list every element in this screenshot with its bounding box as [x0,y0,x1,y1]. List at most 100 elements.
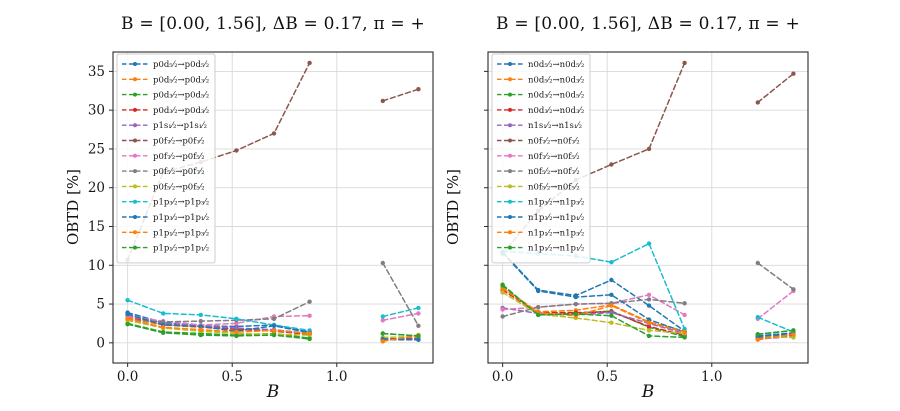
data-point-marker [125,298,130,303]
legend-label: p0f₅⁄₂→p0f₅⁄₂ [153,182,205,192]
data-point-marker [646,303,652,308]
x-tick-label: 0.0 [117,369,138,385]
x-tick-label: 0.0 [492,369,513,385]
data-point-marker [380,331,385,336]
series-line [382,262,420,327]
data-point-marker [791,328,796,333]
x-tick-label: 0.5 [596,369,617,385]
data-point-marker [755,315,760,320]
legend-marker [508,138,512,143]
x-tick-label: 0.5 [221,369,242,385]
series-line [382,312,420,322]
data-point-marker [573,311,578,317]
data-point-marker [307,299,312,304]
data-point-marker [125,311,130,317]
series-line [126,319,311,336]
data-point-marker [198,318,203,324]
series-line [757,262,795,291]
legend-item: p0d₃⁄₂→p0d₃⁄₂ [122,106,209,116]
data-point-marker [380,314,385,319]
legend-item: n0f₇⁄₂→n0f₇⁄₂ [497,137,580,147]
data-point-marker [609,277,614,283]
data-point-marker [161,330,166,335]
data-point-marker [646,328,652,333]
legend-label: p1p₁⁄₂→p1p₁⁄₂ [153,244,209,254]
legend-marker [508,123,512,128]
legend-item: p1p₁⁄₂→p1p₁⁄₂ [122,244,209,254]
data-point-marker [271,328,277,333]
series-line [501,291,686,335]
axes-frame [112,51,434,364]
tick-labels: 0.0 0.5 1.0 0 5 10 15 20 25 30 35 [88,64,348,385]
legend-item: n0d₃⁄₂→n0d₃⁄₂ [497,106,584,116]
legend-item: p0f₅⁄₂→p0f₇⁄₂ [122,167,205,177]
data-point-marker [573,294,578,300]
data-point-marker [755,332,760,337]
legend-marker [133,215,137,219]
legend-label: n1p₁⁄₂→n1p₃⁄₂ [528,228,584,238]
series-line [126,62,311,261]
legend-label: p1p₁⁄₂→p1p₃⁄₂ [153,228,209,238]
data-point-marker [609,292,614,297]
data-point-marker [500,286,505,291]
legend-label: n1s₁⁄₂→n1s₁⁄₂ [528,121,582,131]
legend: p0d₅⁄₂→p0d₅⁄₂ p0d₅⁄₂→p0d₃⁄₂ p0d₃⁄₂→p0d₅⁄₂ p… [116,53,216,264]
series-line [382,334,420,343]
data-point-marker [791,287,796,292]
data-point-marker [161,319,166,325]
legend-item: p1s₁⁄₂→p1s₁⁄₂ [122,121,207,131]
series-line [382,332,420,337]
data-point-marker [609,303,614,308]
series-line [382,307,420,318]
legend-label: p0d₃⁄₂→p0d₃⁄₂ [153,106,209,116]
legend-label: n0f₇⁄₂→n0f₅⁄₂ [528,152,580,162]
data-point-marker [416,333,421,339]
data-point-marker [646,320,652,325]
legend-marker [133,123,137,128]
data-point-marker [307,313,312,318]
y-tick-label: 20 [88,180,105,196]
data-point-marker [682,326,687,332]
data-point-marker [609,320,614,325]
legend-marker [508,62,512,66]
legend-item: p1p₃⁄₂→p1p₁⁄₂ [122,213,209,223]
data-point-marker [307,331,312,336]
legend-label: n1p₁⁄₂→n1p₁⁄₂ [528,244,584,254]
data-point-marker [755,337,760,342]
series-12 [125,322,421,342]
legend-item: p0d₅⁄₂→p0d₅⁄₂ [122,60,209,70]
right-plot-title: B = [0.00, 1.56], ΔB = 0.17, π = + [496,14,800,34]
y-tick-label: 15 [88,219,105,235]
data-point-marker [271,316,277,321]
legend-label: n0f₅⁄₂→n0f₇⁄₂ [528,167,580,177]
legend-item: n0d₅⁄₂→n0d₃⁄₂ [497,75,584,85]
data-point-marker [271,332,277,338]
series-line [501,287,686,333]
axis-ticks [484,70,713,367]
legend-marker [133,184,137,189]
legend-item: p0f₅⁄₂→p0f₅⁄₂ [122,182,205,192]
legend-marker [508,215,512,219]
series-line [757,316,795,333]
legend-item: n0f₅⁄₂→n0f₅⁄₂ [497,182,580,192]
legend-label: n0d₃⁄₂→n0d₅⁄₂ [528,91,584,101]
data-point-marker [609,162,614,167]
data-point-marker [682,329,687,335]
data-point-marker [234,321,239,326]
data-point-marker [234,333,239,339]
series-line [757,332,795,338]
data-point-marker [380,318,385,323]
tick-labels: 0.0 0.5 1.0 [492,369,723,385]
legend-label: n0f₇⁄₂→n0f₇⁄₂ [528,137,580,147]
data-point-marker [500,290,505,295]
data-point-marker [416,311,421,316]
axis-ticks [109,70,338,367]
data-point-marker [416,305,421,311]
legend-marker [133,169,137,174]
series-line [501,62,686,255]
data-point-marker [161,325,166,330]
legend-label: n0d₃⁄₂→n0d₃⁄₂ [528,106,584,116]
legend-item: p0f₇⁄₂→p0f₇⁄₂ [122,137,205,147]
series-line [757,329,795,336]
